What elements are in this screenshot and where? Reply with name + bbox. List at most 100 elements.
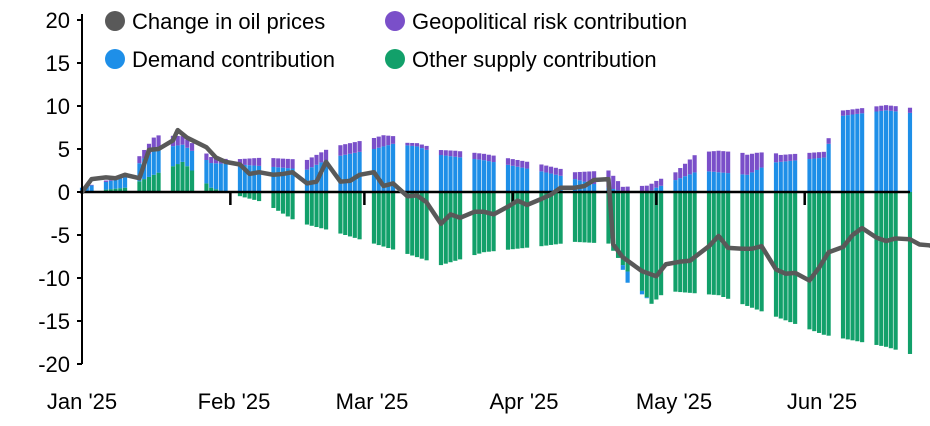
bar-segment <box>276 167 281 192</box>
bar-segment <box>625 192 630 272</box>
bar-segment <box>687 159 692 175</box>
bar-segment <box>343 154 348 192</box>
bar-segment <box>592 171 597 185</box>
bar-segment <box>711 171 716 192</box>
bar-segment <box>520 192 525 249</box>
bar-segment <box>170 146 176 167</box>
bar-segment <box>654 187 659 192</box>
bar-segment <box>620 265 625 270</box>
bar-segment <box>419 148 424 192</box>
y-tick-label: -10 <box>38 266 70 291</box>
bar-segment <box>280 158 286 168</box>
y-tick-label: 20 <box>46 8 70 33</box>
bar-segment <box>285 158 290 169</box>
bar-segment <box>855 113 860 192</box>
bar-segment <box>807 192 812 330</box>
bar-segment <box>290 168 295 192</box>
bar-segment <box>793 160 798 192</box>
bar-segment <box>721 172 726 192</box>
bar-segment <box>759 167 764 192</box>
bar-segment <box>611 175 616 189</box>
bar-segment <box>682 176 688 192</box>
bar-segment <box>142 179 147 192</box>
bar-segment <box>410 145 415 192</box>
x-tick-label: Mar '25 <box>336 389 409 414</box>
bar-segment <box>443 192 448 264</box>
bar-segment <box>577 192 582 243</box>
bar-segment <box>458 151 463 158</box>
bar-segment <box>414 192 420 258</box>
bar-segment <box>587 182 592 192</box>
bar-segment <box>654 180 659 188</box>
bar-segment <box>740 152 745 175</box>
bar-segment <box>247 192 252 199</box>
bar-segment <box>726 173 731 192</box>
bar-segment <box>170 166 176 192</box>
bar-segment <box>338 192 343 234</box>
bar-segment <box>754 192 759 310</box>
bar-segment <box>826 192 831 336</box>
bar-segment <box>726 151 731 174</box>
bar-segment <box>678 192 683 293</box>
bar-segment <box>414 146 420 192</box>
bar-segment <box>807 152 812 159</box>
bar-segment <box>888 105 893 111</box>
bar-segment <box>118 178 123 189</box>
bar-segment <box>773 192 779 317</box>
bar-segment <box>673 192 678 292</box>
bar-segment <box>592 192 597 243</box>
bar-segment <box>783 161 788 192</box>
bar-segment <box>252 158 257 166</box>
bar-segment <box>816 192 822 333</box>
bar-segment <box>347 143 353 154</box>
bar-segment <box>572 172 578 180</box>
bar-segment <box>103 181 108 190</box>
bar-segment <box>879 192 884 346</box>
bar-segment <box>840 115 846 192</box>
bar-segment <box>247 165 252 192</box>
bar-segment <box>773 162 779 192</box>
bar-segment <box>391 192 396 250</box>
bar-segment <box>419 144 424 149</box>
bar-segment <box>123 177 128 188</box>
bar-segment <box>893 111 898 192</box>
y-tick-label: 10 <box>46 94 70 119</box>
bar-segment <box>812 152 817 159</box>
bar-segment <box>788 154 793 161</box>
bar-segment <box>558 192 563 244</box>
bar-segment <box>644 192 649 298</box>
bar-segment <box>874 192 879 345</box>
bar-segment <box>592 184 597 192</box>
bar-segment <box>821 151 826 158</box>
bar-segment <box>625 186 630 192</box>
bar-segment <box>89 184 94 186</box>
bar-segment <box>343 192 348 235</box>
bar-segment <box>352 142 357 153</box>
bar-segment <box>386 135 391 146</box>
bar-segment <box>237 164 243 192</box>
bar-segment <box>448 156 453 192</box>
bar-segment <box>386 192 391 249</box>
bar-segment <box>525 161 530 169</box>
bar-segment <box>826 138 831 144</box>
bar-segment <box>424 192 429 261</box>
bar-segment <box>108 180 113 190</box>
bar-segment <box>146 153 152 177</box>
bar-segment <box>553 192 558 245</box>
bar-segment <box>845 192 850 340</box>
bar-segment <box>118 188 123 192</box>
bar-segment <box>520 167 525 192</box>
bar-segment <box>209 157 214 164</box>
bar-segment <box>352 152 357 192</box>
bar-segment <box>481 192 487 253</box>
bar-segment <box>381 192 386 247</box>
bar-segment <box>855 108 860 114</box>
bar-segment <box>893 106 898 112</box>
bar-segment <box>271 158 276 167</box>
bar-segment <box>673 172 678 181</box>
bar-segment <box>151 137 156 149</box>
bar-segment <box>850 192 855 341</box>
bar-segment <box>706 171 712 192</box>
bar-segment <box>778 161 783 192</box>
bar-segment <box>745 154 750 175</box>
